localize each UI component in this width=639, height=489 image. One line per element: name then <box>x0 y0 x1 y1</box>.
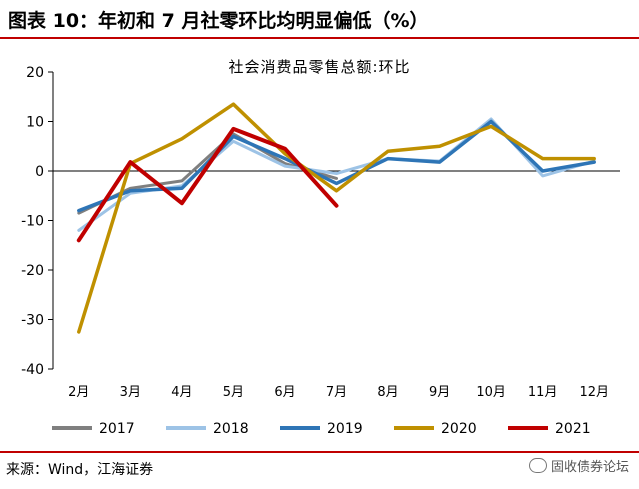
wechat-icon <box>528 458 547 473</box>
x-tick-label: 12月 <box>579 385 609 400</box>
chart-title: 社会消费品零售总额:环比 <box>228 58 411 76</box>
x-tick-label: 11月 <box>528 385 558 400</box>
source-divider <box>0 451 639 453</box>
series-line-2021 <box>76 126 339 243</box>
legend-label-2017: 2017 <box>99 421 135 437</box>
x-tick-label: 3月 <box>120 385 141 400</box>
x-tick-label: 9月 <box>429 385 450 400</box>
header-divider <box>0 37 639 39</box>
x-tick-label: 8月 <box>377 385 398 400</box>
y-tick-label: 10 <box>26 115 44 131</box>
x-tick-label: 4月 <box>171 385 192 400</box>
y-tick-label: -10 <box>21 214 44 230</box>
y-tick-label: -30 <box>21 313 44 329</box>
watermark-text: 固收债券论坛 <box>550 460 629 475</box>
legend-label-2019: 2019 <box>327 421 363 437</box>
x-tick-label: 2月 <box>68 385 89 400</box>
figure-header: 图表 10：年初和 7 月社零环比均明显偏低（%） <box>0 0 639 40</box>
x-tick-label: 10月 <box>476 385 506 400</box>
x-tick-label: 7月 <box>326 385 347 400</box>
watermark: 固收债券论坛 <box>528 456 629 475</box>
series-line-2020 <box>77 102 596 334</box>
figure-title: 图表 10：年初和 7 月社零环比均明显偏低（%） <box>8 10 429 32</box>
x-tick-label: 6月 <box>274 385 295 400</box>
legend-label-2021: 2021 <box>555 421 591 437</box>
series-line-2018 <box>77 117 596 232</box>
legend-label-2018: 2018 <box>213 421 249 437</box>
y-tick-label: 0 <box>35 164 44 180</box>
source-note: 来源：Wind，江海证券 <box>6 462 154 478</box>
y-tick-label: -40 <box>21 362 44 378</box>
y-tick-label: -20 <box>21 263 44 279</box>
legend-label-2020: 2020 <box>441 421 477 437</box>
series-line-2019 <box>77 119 596 213</box>
x-tick-label: 5月 <box>223 385 244 400</box>
y-tick-label: 20 <box>26 65 44 81</box>
